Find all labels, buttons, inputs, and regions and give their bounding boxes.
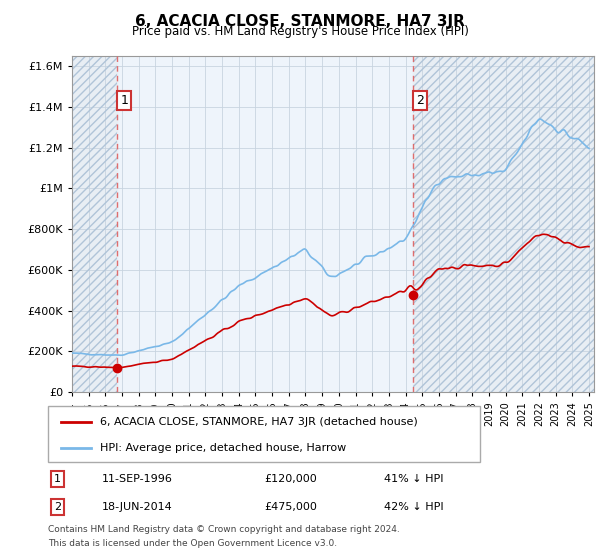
Bar <box>72 56 117 392</box>
Text: 2: 2 <box>54 502 61 512</box>
Text: 1: 1 <box>121 94 128 108</box>
Text: Contains HM Land Registry data © Crown copyright and database right 2024.: Contains HM Land Registry data © Crown c… <box>48 525 400 534</box>
Bar <box>413 56 594 392</box>
Text: £475,000: £475,000 <box>264 502 317 512</box>
Text: 18-JUN-2014: 18-JUN-2014 <box>102 502 173 512</box>
Text: This data is licensed under the Open Government Licence v3.0.: This data is licensed under the Open Gov… <box>48 539 337 548</box>
Text: 11-SEP-1996: 11-SEP-1996 <box>102 474 173 484</box>
Text: 6, ACACIA CLOSE, STANMORE, HA7 3JR (detached house): 6, ACACIA CLOSE, STANMORE, HA7 3JR (deta… <box>100 417 418 427</box>
Text: 41% ↓ HPI: 41% ↓ HPI <box>384 474 443 484</box>
Bar <box>413 56 594 392</box>
Bar <box>72 56 117 392</box>
Text: 2: 2 <box>416 94 424 108</box>
Text: Price paid vs. HM Land Registry's House Price Index (HPI): Price paid vs. HM Land Registry's House … <box>131 25 469 38</box>
FancyBboxPatch shape <box>48 406 480 462</box>
Text: £120,000: £120,000 <box>264 474 317 484</box>
Text: 6, ACACIA CLOSE, STANMORE, HA7 3JR: 6, ACACIA CLOSE, STANMORE, HA7 3JR <box>135 14 465 29</box>
Text: 1: 1 <box>54 474 61 484</box>
Text: 42% ↓ HPI: 42% ↓ HPI <box>384 502 443 512</box>
Text: HPI: Average price, detached house, Harrow: HPI: Average price, detached house, Harr… <box>100 443 346 453</box>
